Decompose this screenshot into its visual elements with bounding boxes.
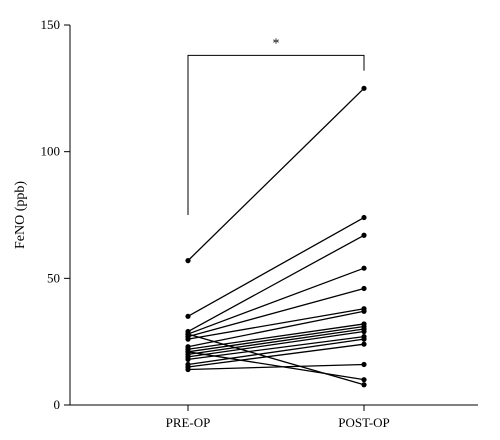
- pair-line: [187, 351, 365, 381]
- bracket-line: [187, 54, 365, 215]
- pair-line: [187, 338, 365, 366]
- x-tick-label: POST-OP: [338, 415, 390, 430]
- y-tick-label: 100: [41, 144, 61, 159]
- y-axis-label: FeNO (ppb): [13, 181, 28, 249]
- y-tick-label: 150: [41, 17, 61, 32]
- x-ticks: PRE-OP POST-OP: [166, 405, 390, 430]
- post-op-point: [361, 285, 367, 292]
- pre-op-point: [185, 356, 191, 362]
- pair-line: [187, 310, 365, 348]
- pre-op-point: [185, 258, 191, 264]
- pair-line: [187, 87, 365, 262]
- pair-line: [187, 325, 365, 353]
- pair-line: [187, 323, 365, 350]
- subject-pair: [185, 361, 367, 373]
- post-op-point: [361, 336, 367, 342]
- subject-pair: [185, 85, 367, 264]
- subject-pair: [185, 214, 367, 319]
- post-op-point: [361, 361, 367, 368]
- pre-op-point: [185, 349, 191, 355]
- pair-line: [187, 216, 365, 317]
- y-tick-label: 50: [47, 270, 60, 285]
- post-op-point: [361, 265, 367, 271]
- post-op-point: [361, 308, 367, 314]
- pair-line: [187, 267, 365, 335]
- pair-line: [187, 343, 365, 368]
- y-ticks: 0 50 100 150: [41, 17, 70, 412]
- subject-pair: [185, 328, 367, 360]
- y-tick-label: 0: [54, 397, 61, 412]
- significance-label: *: [273, 36, 280, 51]
- significance-bracket: *: [187, 36, 365, 215]
- paired-series: [185, 85, 367, 388]
- post-op-point: [361, 377, 367, 383]
- pre-op-point: [185, 336, 191, 342]
- post-op-point: [361, 382, 367, 388]
- x-tick-label: PRE-OP: [166, 415, 211, 430]
- pair-line: [187, 330, 365, 358]
- post-op-point: [361, 232, 367, 238]
- post-op-point: [361, 341, 367, 347]
- post-op-point: [361, 85, 367, 91]
- pre-op-point: [185, 331, 191, 337]
- pre-op-point: [185, 313, 191, 319]
- pair-line: [187, 234, 365, 333]
- subject-pair: [185, 349, 367, 383]
- subject-pair: [185, 331, 367, 388]
- pair-line: [187, 335, 365, 361]
- post-op-point: [361, 214, 367, 221]
- pair-line: [187, 287, 365, 338]
- post-op-point: [361, 328, 367, 335]
- subject-pair: [185, 265, 367, 337]
- subject-pair: [185, 232, 367, 335]
- pair-line: [187, 333, 365, 386]
- pair-line: [187, 328, 365, 355]
- pre-op-point: [185, 366, 191, 373]
- pair-line: [187, 308, 365, 340]
- pair-line: [187, 363, 365, 371]
